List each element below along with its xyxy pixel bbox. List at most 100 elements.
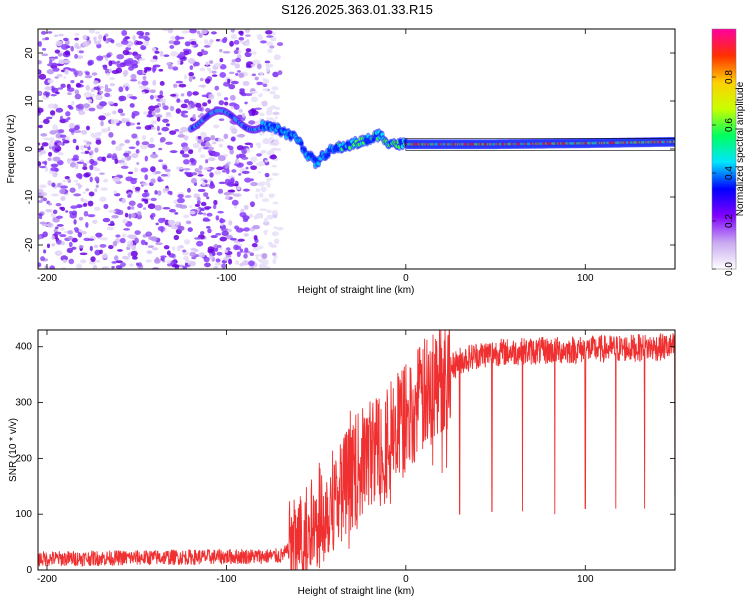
- noise-blob: [56, 73, 63, 78]
- noise-blob: [85, 125, 90, 131]
- noise-blob: [73, 227, 79, 231]
- noise-blob: [203, 192, 209, 197]
- noise-blob: [98, 115, 106, 121]
- noise-blob: [229, 148, 235, 155]
- noise-blob: [150, 166, 156, 173]
- noise-blob: [218, 181, 227, 185]
- noise-blob: [56, 239, 63, 245]
- noise-blob: [211, 251, 216, 257]
- colorbar-label: Normalized spectral amplitude: [735, 81, 746, 216]
- colorbar-ticks: 0.0 0.2 0.4 0.6 0.8: [712, 70, 735, 276]
- noise-blob: [132, 185, 136, 191]
- noise-blob: [207, 149, 213, 154]
- noise-blob: [162, 105, 169, 110]
- noise-blob: [233, 39, 240, 45]
- noise-blob: [229, 79, 233, 82]
- noise-blob: [57, 142, 63, 146]
- noise-blob: [225, 254, 232, 258]
- noise-blob: [141, 182, 148, 186]
- noise-blob: [142, 207, 147, 210]
- noise-blob: [182, 265, 187, 269]
- noise-blob: [89, 164, 94, 171]
- spectrogram-y-ticks: -20 -10 0 10 20: [24, 47, 675, 252]
- noise-blob: [115, 42, 122, 47]
- noise-blob: [94, 176, 100, 182]
- noise-blob: [47, 31, 53, 34]
- noise-blob: [134, 186, 141, 191]
- noise-blob: [241, 148, 247, 155]
- noise-blob: [150, 236, 158, 242]
- noise-blob: [207, 42, 213, 46]
- noise-blob: [243, 253, 248, 259]
- noise-blob: [95, 232, 103, 238]
- noise-blob: [219, 72, 227, 78]
- noise-blob: [244, 101, 248, 105]
- noise-blob: [176, 98, 181, 103]
- noise-blob: [255, 188, 261, 193]
- noise-blob: [184, 171, 189, 175]
- spectrogram-marks: [38, 29, 675, 269]
- noise-blob: [38, 69, 41, 74]
- noise-blob: [203, 167, 211, 171]
- noise-blob: [47, 103, 55, 109]
- noise-blob: [212, 204, 217, 210]
- noise-blob: [277, 148, 282, 152]
- noise-blob: [189, 251, 197, 257]
- noise-blob: [115, 260, 123, 264]
- noise-blob: [72, 138, 77, 144]
- noise-blob: [82, 41, 90, 47]
- noise-blob: [243, 227, 250, 232]
- noise-blob: [221, 259, 228, 264]
- noise-blob: [248, 260, 255, 267]
- noise-blob: [236, 159, 240, 163]
- noise-blob: [185, 220, 192, 225]
- noise-blob: [231, 199, 239, 206]
- noise-blob: [254, 107, 262, 110]
- noise-blob: [183, 167, 191, 171]
- noise-blob: [188, 149, 194, 155]
- noise-blob: [271, 172, 280, 176]
- noise-blob: [57, 87, 64, 90]
- noise-blob: [248, 110, 253, 117]
- noise-blob: [38, 215, 43, 220]
- colorbar: 0.0 0.2 0.4 0.6 0.8 Normalized spectral ampl…: [711, 28, 746, 276]
- noise-blob: [200, 207, 205, 212]
- noise-blob: [111, 69, 120, 75]
- noise-blob: [175, 108, 182, 114]
- noise-blob: [258, 131, 265, 136]
- spectrogram-y-label: Frequency (Hz): [6, 115, 17, 184]
- noise-blob: [221, 169, 227, 173]
- noise-blob: [154, 171, 161, 175]
- noise-blob: [112, 240, 118, 247]
- noise-blob: [85, 84, 91, 91]
- noise-blob: [96, 55, 104, 61]
- noise-blob: [213, 124, 220, 129]
- noise-blob: [94, 188, 98, 193]
- noise-blob: [205, 78, 211, 84]
- noise-blob: [242, 260, 250, 266]
- noise-blob: [101, 156, 107, 162]
- noise-blob: [83, 91, 92, 98]
- spectrogram-x-tick-label: 0: [403, 273, 409, 284]
- noise-blob: [63, 37, 69, 42]
- noise-blob: [192, 142, 200, 149]
- noise-blob: [241, 92, 247, 97]
- noise-blob: [74, 37, 79, 41]
- noise-blob: [217, 137, 222, 142]
- noise-blob: [251, 51, 257, 55]
- colorbar-tick-label: 0.6: [724, 118, 735, 132]
- noise-blob: [91, 220, 97, 224]
- noise-blob: [50, 167, 59, 172]
- noise-blob: [149, 214, 153, 219]
- noise-blob: [242, 188, 250, 192]
- noise-blob: [271, 164, 278, 168]
- noise-blob: [89, 245, 93, 252]
- noise-blob: [103, 112, 111, 117]
- noise-blob: [176, 55, 184, 59]
- noise-blob: [259, 112, 265, 117]
- noise-blob: [127, 206, 131, 210]
- noise-blob: [156, 190, 162, 196]
- noise-blob: [205, 159, 209, 164]
- noise-blob: [127, 194, 132, 198]
- noise-blob: [200, 201, 207, 207]
